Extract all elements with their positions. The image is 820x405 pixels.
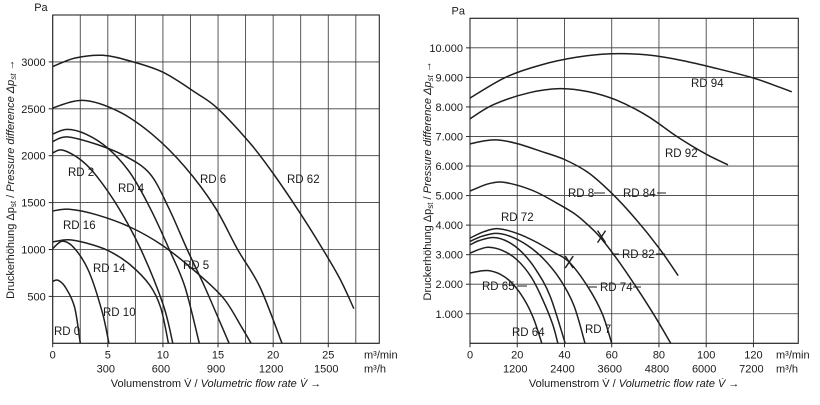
y-tick-label: 7.000	[435, 131, 463, 143]
curve-rd-72	[470, 232, 586, 344]
curve-label-rd-74: RD 74	[600, 282, 633, 294]
y-tick-label: 1500	[21, 198, 45, 210]
curve-rd-7	[470, 236, 566, 344]
curve-label-rd-0: RD 0	[54, 326, 80, 338]
x-units-m3min: m³/min	[364, 350, 398, 362]
y-tick-label: 9.000	[435, 72, 463, 84]
x-tick-label-m3min: 80	[653, 350, 665, 362]
curve-label-rd-64: RD 64	[512, 327, 545, 339]
curve-rd-6	[52, 99, 283, 344]
curve-rd-82	[470, 181, 672, 344]
y-tick-label: 3.000	[435, 250, 463, 262]
x-tick-label-m3min: 0	[467, 350, 473, 362]
y-axis-title: Druckerhöhung Δpst / Pressure difference…	[5, 59, 18, 298]
curve-label-rd-62: RD 62	[287, 174, 320, 186]
curve-label-rd-5: RD 5	[183, 260, 209, 272]
right-chart: RD 94 RD 92 RD 8 RD 84 RD 72 RD 82 RD 74 RD 65 R…	[422, 5, 810, 390]
curve-rd-62	[52, 54, 355, 309]
y-tick-label: 2500	[21, 104, 45, 116]
curve-rd-16	[52, 208, 252, 344]
right-grid	[469, 17, 799, 344]
curve-rd-4	[52, 128, 201, 344]
x-tick-label-m3h: 900	[207, 364, 225, 376]
y-tick-label: 2000	[21, 151, 45, 163]
curve-rd-74	[470, 227, 613, 344]
curve-rd-94	[470, 52, 792, 99]
x-tick-label-m3min: 60	[606, 350, 618, 362]
y-tick-label: 4.000	[435, 220, 463, 232]
y-axis-unit-pa: Pa	[34, 2, 48, 14]
plot-border	[469, 17, 799, 344]
x-tick-label-m3min: 40	[558, 350, 570, 362]
curve-rd-10	[52, 240, 110, 344]
x-tick-label-m3h: 300	[97, 364, 115, 376]
curve-rd-8-rd-84	[470, 139, 679, 276]
curve-rd-0	[52, 279, 82, 344]
curve-label-rd-94: RD 94	[691, 78, 724, 90]
y-tick-label: 2.000	[435, 279, 463, 291]
curve-label-rd-6: RD 6	[200, 174, 226, 186]
x-tick-label-m3h: 6000	[692, 364, 716, 376]
curve-label-rd-82: RD 82	[622, 249, 655, 261]
curve-label-rd-8: RD 8	[568, 188, 594, 200]
x-tick-label-m3h: 1200	[503, 364, 527, 376]
curve-label-rd-4: RD 4	[118, 183, 145, 195]
plot-border	[52, 14, 380, 344]
curve-label-rd-2: RD 2	[68, 167, 94, 179]
curve-rd-92	[470, 87, 729, 166]
y-tick-label: 10.000	[429, 43, 463, 55]
y-tick-label: 8.000	[435, 102, 463, 114]
operating-point-marker	[596, 230, 607, 244]
left-chart: RD 2 RD 4 RD 6 RD 62 RD 16 RD 14 RD 5 RD 10 RD 0…	[5, 2, 398, 390]
x-tick-label-m3h: 7200	[739, 364, 763, 376]
curve-label-rd-16: RD 16	[63, 220, 96, 232]
x-tick-label-m3min: 20	[267, 350, 279, 362]
curve-label-rd-84: RD 84	[623, 188, 656, 200]
x-tick-label-m3h: 3600	[597, 364, 621, 376]
left-curves	[52, 54, 355, 344]
x-tick-label-m3h: 1500	[314, 364, 338, 376]
x-units-m3min: m³/min	[776, 350, 810, 362]
y-tick-label: 500	[27, 291, 45, 303]
x-tick-label-m3min: 10	[157, 350, 169, 362]
y-tick-label: 1.000	[435, 309, 463, 321]
right-curves	[470, 52, 792, 344]
y-tick-label: 3000	[21, 57, 45, 69]
x-tick-label-m3min: 25	[322, 350, 334, 362]
y-tick-label: 5.000	[435, 191, 463, 203]
curve-label-rd-10: RD 10	[103, 307, 136, 319]
y-axis-title: Druckerhöhung Δpst / Pressure difference…	[422, 61, 435, 300]
operating-point-marker	[564, 255, 574, 269]
x-tick-label-m3min: 5	[105, 350, 111, 362]
x-axis-title: Volumenstrom V̇ / Volumetric flow rate V…	[111, 377, 322, 390]
x-tick-label-m3min: 120	[744, 350, 762, 362]
curve-label-rd-92: RD 92	[665, 148, 698, 160]
y-tick-label: 6.000	[435, 161, 463, 173]
y-tick-label: 1000	[21, 245, 45, 257]
curve-rd-2	[52, 149, 174, 344]
x-tick-label-m3min: 0	[50, 350, 56, 362]
x-axis-title: Volumenstrom V̇ / Volumetric flow rate V…	[529, 377, 740, 390]
x-tick-label-m3h: 600	[152, 364, 170, 376]
curve-label-rd-14: RD 14	[93, 263, 126, 275]
curve-label-rd-72: RD 72	[501, 212, 534, 224]
x-tick-label-m3min: 15	[212, 350, 224, 362]
x-tick-label-m3h: 1200	[259, 364, 283, 376]
x-units-m3h: m³/h	[364, 364, 386, 376]
y-axis-unit-pa: Pa	[452, 5, 466, 17]
curve-rd-14	[52, 238, 170, 344]
curve-rd-65	[470, 246, 559, 344]
x-tick-label-m3h: 2400	[550, 364, 574, 376]
x-tick-label-m3min: 100	[697, 350, 715, 362]
curve-label-rd-7: RD 7	[585, 324, 611, 336]
x-tick-label-m3h: 4800	[645, 364, 669, 376]
curve-label-rd-65: RD 65	[482, 281, 515, 293]
curve-rd-64	[470, 269, 543, 344]
x-tick-label-m3min: 20	[511, 350, 523, 362]
x-units-m3h: m³/h	[776, 364, 798, 376]
